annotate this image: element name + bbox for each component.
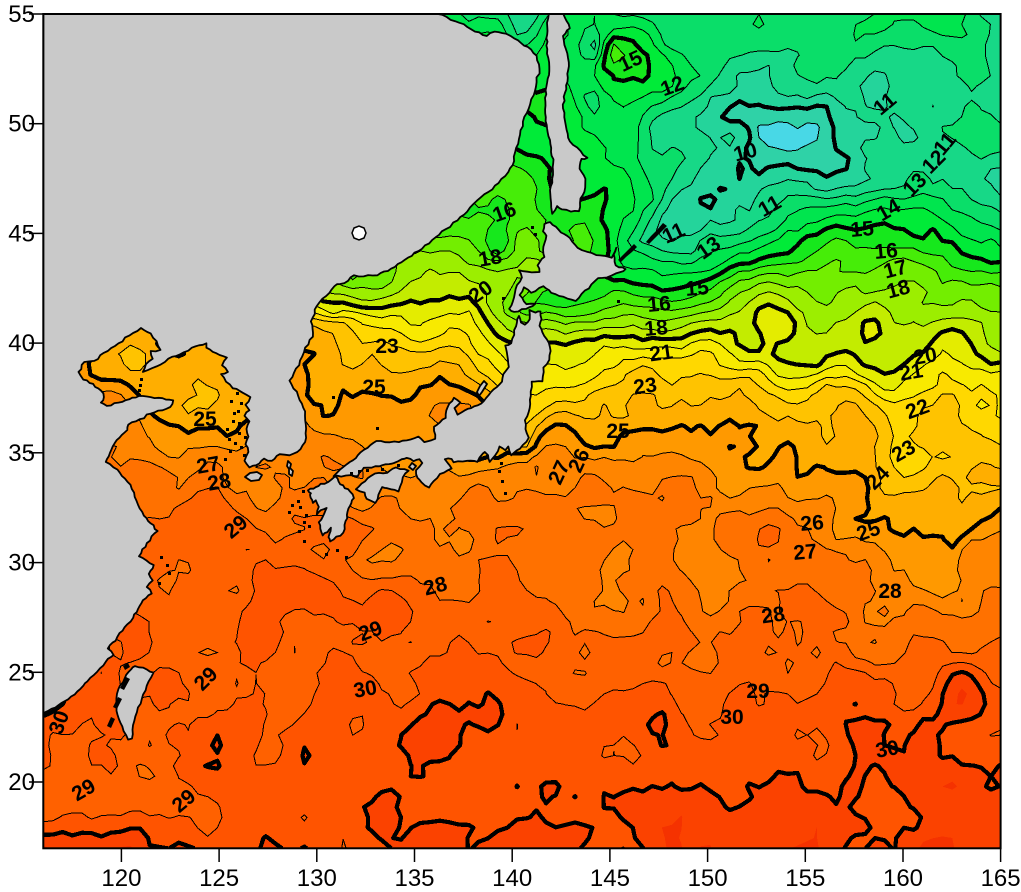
svg-text:21: 21 <box>898 359 925 386</box>
svg-text:130: 130 <box>297 865 337 892</box>
svg-text:30: 30 <box>720 706 743 729</box>
svg-text:28: 28 <box>878 580 902 603</box>
svg-text:15: 15 <box>684 276 710 301</box>
svg-text:15: 15 <box>849 217 875 242</box>
svg-text:28: 28 <box>760 602 787 628</box>
svg-text:50: 50 <box>8 111 35 138</box>
svg-text:125: 125 <box>199 865 239 892</box>
svg-text:25: 25 <box>362 376 386 399</box>
svg-text:30: 30 <box>8 550 35 577</box>
svg-text:55: 55 <box>8 1 35 28</box>
svg-text:45: 45 <box>8 220 35 247</box>
svg-text:27: 27 <box>792 540 817 565</box>
svg-text:25: 25 <box>606 420 630 443</box>
svg-text:30: 30 <box>874 736 901 763</box>
svg-text:25: 25 <box>193 408 217 431</box>
svg-text:20: 20 <box>8 769 35 796</box>
svg-text:165: 165 <box>981 865 1021 892</box>
svg-text:26: 26 <box>799 511 824 536</box>
svg-text:25: 25 <box>8 659 35 686</box>
svg-text:145: 145 <box>590 865 630 892</box>
svg-text:40: 40 <box>8 330 35 357</box>
svg-text:135: 135 <box>394 865 434 892</box>
svg-text:18: 18 <box>477 245 504 272</box>
svg-text:23: 23 <box>375 335 398 358</box>
svg-text:30: 30 <box>352 676 379 703</box>
svg-text:21: 21 <box>648 340 675 366</box>
svg-text:18: 18 <box>643 316 669 341</box>
svg-text:155: 155 <box>785 865 825 892</box>
svg-text:35: 35 <box>8 440 35 467</box>
svg-text:160: 160 <box>883 865 923 892</box>
svg-text:23: 23 <box>632 373 658 399</box>
svg-text:20: 20 <box>912 343 939 370</box>
svg-text:120: 120 <box>101 865 141 892</box>
svg-text:140: 140 <box>492 865 532 892</box>
svg-text:28: 28 <box>206 469 233 496</box>
svg-text:16: 16 <box>646 292 671 317</box>
svg-text:16: 16 <box>873 239 898 264</box>
svg-text:27: 27 <box>195 452 222 479</box>
svg-text:29: 29 <box>746 680 769 703</box>
svg-text:150: 150 <box>688 865 728 892</box>
